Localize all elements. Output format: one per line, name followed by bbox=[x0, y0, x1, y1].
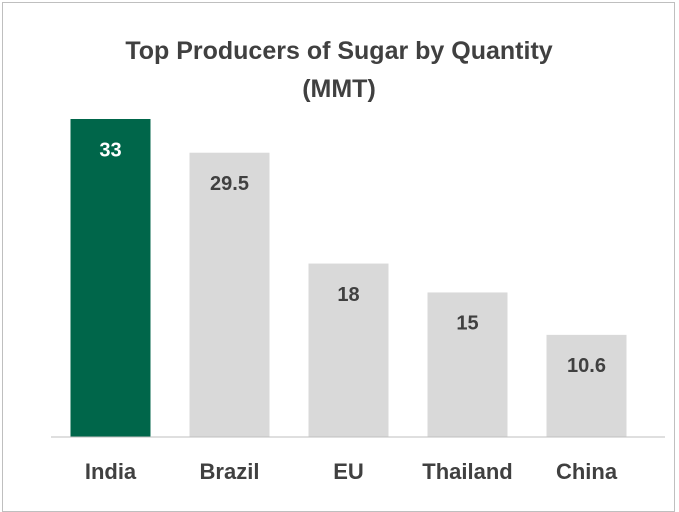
x-tick-label: China bbox=[556, 459, 618, 484]
chart: 33 India 29.5 Brazil 18 EU 15 Thailand 10.6 China bbox=[51, 119, 665, 484]
bar bbox=[308, 263, 389, 437]
x-tick-label: Thailand bbox=[422, 459, 512, 484]
x-tick-label: India bbox=[85, 459, 137, 484]
chart-title: Top Producers of Sugar by Quantity (MMT) bbox=[125, 37, 553, 103]
data-label: 10.6 bbox=[567, 355, 606, 377]
data-label: 33 bbox=[99, 139, 121, 161]
data-label: 15 bbox=[456, 313, 478, 335]
bar bbox=[427, 292, 508, 437]
bar bbox=[189, 152, 270, 437]
bar bbox=[546, 334, 627, 437]
bar bbox=[70, 119, 151, 437]
x-tick-label: EU bbox=[333, 459, 364, 484]
data-label: 18 bbox=[337, 284, 359, 306]
data-label: 29.5 bbox=[210, 173, 249, 195]
x-tick-label: Brazil bbox=[200, 459, 260, 484]
